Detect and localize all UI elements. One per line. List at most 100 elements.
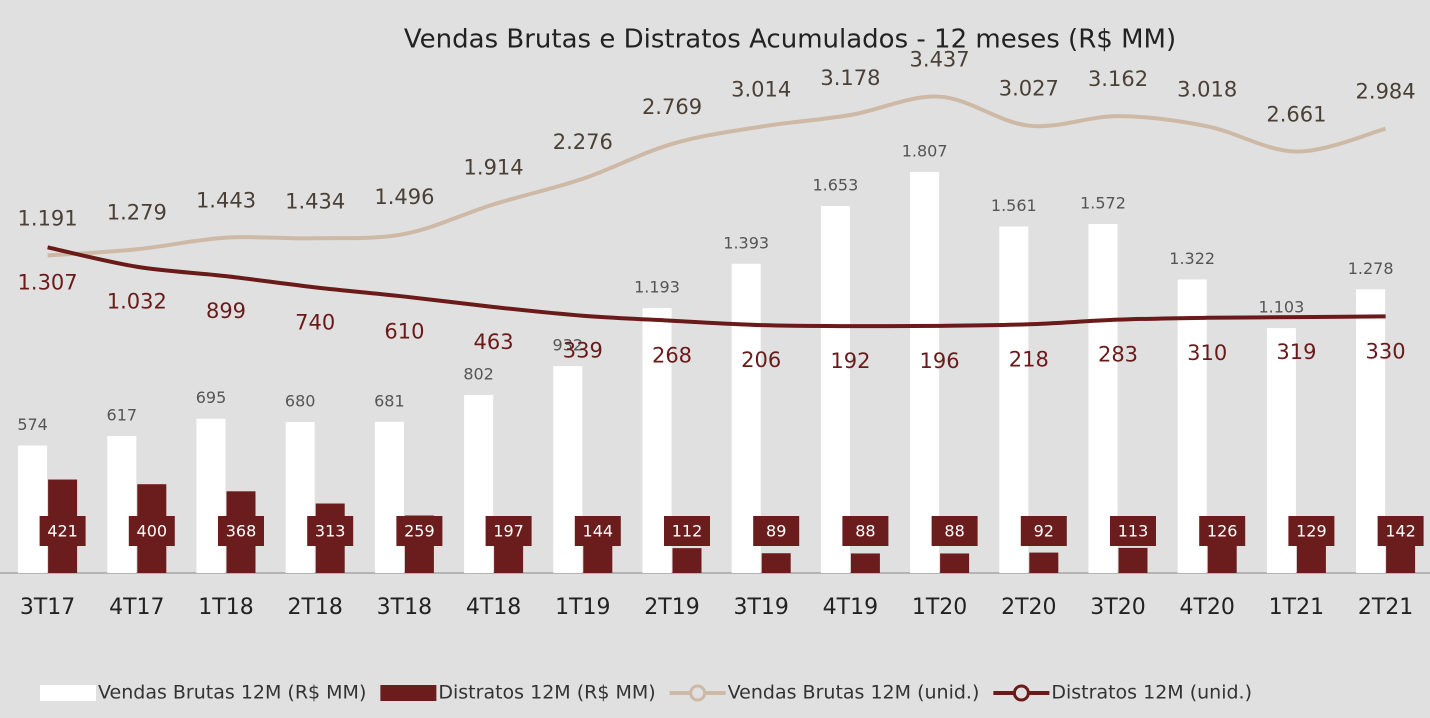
- legend-marker: [1012, 684, 1030, 702]
- line-value-label: 2.769: [642, 95, 702, 119]
- bar-value-label: 126: [1207, 522, 1238, 541]
- bar: [374, 421, 404, 573]
- line-value-label: 192: [830, 349, 870, 373]
- x-tick-label: 1T21: [1269, 595, 1324, 620]
- bar-value-label: 421: [47, 522, 78, 541]
- line-value-label: 1.443: [196, 189, 256, 213]
- legend-label: Distratos 12M (R$ MM): [438, 682, 655, 704]
- bar-value-label: 681: [374, 391, 405, 410]
- x-tick-label: 4T19: [823, 595, 878, 620]
- line-value-label: 3.437: [910, 48, 970, 72]
- line-value-label: 319: [1276, 340, 1316, 364]
- bar: [107, 436, 137, 573]
- data-label-box: [218, 516, 264, 546]
- bar-value-label: 1.653: [812, 176, 858, 195]
- line-value-label: 2.661: [1266, 103, 1326, 127]
- x-tick-label: 3T18: [377, 595, 432, 620]
- bar-value-label: 1.807: [902, 141, 948, 160]
- legend-label: Distratos 12M (unid.): [1051, 682, 1252, 704]
- data-label-box: [1377, 516, 1424, 546]
- x-tick-label: 3T17: [20, 595, 75, 620]
- data-label-box: [1288, 516, 1335, 546]
- bar-value-label: 112: [672, 522, 703, 541]
- data-label-box: [1199, 516, 1246, 546]
- bar-value-label: 1.278: [1348, 259, 1394, 278]
- bar-value-label: 1.393: [723, 233, 769, 252]
- bar: [850, 553, 880, 573]
- bar-value-label: 574: [17, 415, 48, 434]
- legend-swatch: [380, 685, 437, 701]
- line-value-label: 339: [563, 339, 603, 363]
- bar: [18, 445, 48, 573]
- line-value-label: 610: [384, 320, 424, 344]
- line-value-label: 1.279: [107, 200, 167, 224]
- x-tick-label: 2T18: [287, 595, 342, 620]
- bar-value-label: 1.193: [634, 278, 680, 297]
- bar: [999, 226, 1029, 573]
- x-tick-label: 4T17: [109, 595, 164, 620]
- bar: [1207, 545, 1237, 573]
- line-value-label: 3.162: [1088, 67, 1148, 91]
- bar: [285, 422, 315, 573]
- x-tick-label: 4T20: [1179, 595, 1234, 620]
- data-label-box: [842, 516, 889, 546]
- bar-value-label: 142: [1385, 522, 1416, 541]
- line: [47, 94, 1387, 258]
- line-value-label: 3.178: [820, 66, 880, 90]
- x-tick-label: 4T18: [466, 595, 521, 620]
- line-value-label: 2.984: [1356, 80, 1416, 104]
- data-label-box: [485, 516, 532, 546]
- line-value-label: 1.032: [107, 290, 167, 314]
- bar-value-label: 129: [1296, 522, 1327, 541]
- line-value-label: 3.027: [999, 77, 1059, 101]
- bar-value-label: 313: [315, 522, 346, 541]
- line-value-label: 330: [1366, 339, 1406, 363]
- bar-value-label: 695: [196, 388, 227, 407]
- bar-value-label: 197: [493, 522, 524, 541]
- line-value-label: 899: [206, 299, 246, 323]
- bar-value-label: 617: [107, 406, 138, 425]
- bar-value-label: 400: [137, 522, 168, 541]
- bar-value-label: 1.103: [1258, 298, 1304, 317]
- x-tick-label: 2T19: [644, 595, 699, 620]
- data-label-box: [396, 516, 443, 546]
- legend-swatch: [40, 685, 96, 701]
- bar-value-label: 92: [1034, 522, 1054, 541]
- bar: [1029, 552, 1059, 573]
- bar: [761, 553, 791, 573]
- line-value-label: 463: [474, 330, 514, 354]
- x-tick-label: 1T20: [912, 595, 967, 620]
- line-value-label: 196: [920, 349, 960, 373]
- legend-label: Vendas Brutas 12M (R$ MM): [98, 682, 366, 704]
- x-tick-label: 3T20: [1090, 595, 1145, 620]
- bar-value-label: 88: [855, 522, 875, 541]
- bar-value-label: 89: [766, 522, 786, 541]
- bar: [672, 548, 702, 573]
- bar: [940, 553, 970, 573]
- data-label-box: [574, 516, 621, 546]
- bar-value-label: 1.572: [1080, 194, 1126, 213]
- bar-value-label: 259: [404, 522, 435, 541]
- bar-value-label: 144: [583, 522, 614, 541]
- line-value-label: 218: [1009, 347, 1049, 371]
- x-tick-label: 2T21: [1358, 595, 1413, 620]
- x-tick-label: 1T18: [198, 595, 253, 620]
- line-value-label: 268: [652, 344, 692, 368]
- data-label-box: [39, 516, 86, 546]
- bar-value-label: 932: [553, 336, 584, 355]
- data-label-box: [931, 516, 978, 546]
- data-label-box: [1020, 516, 1067, 546]
- bar-value-label: 680: [285, 392, 316, 411]
- line-value-label: 3.018: [1177, 77, 1237, 101]
- bar-value-label: 368: [226, 522, 257, 541]
- bar: [196, 418, 226, 573]
- bar: [1118, 547, 1148, 573]
- line-value-label: 1.434: [285, 189, 345, 213]
- data-label-box: [664, 516, 710, 546]
- bar-value-label: 1.561: [991, 196, 1037, 215]
- line-value-label: 740: [295, 310, 335, 334]
- bar: [1088, 224, 1118, 574]
- data-label-box: [753, 516, 800, 546]
- bar-value-label: 1.322: [1169, 249, 1215, 268]
